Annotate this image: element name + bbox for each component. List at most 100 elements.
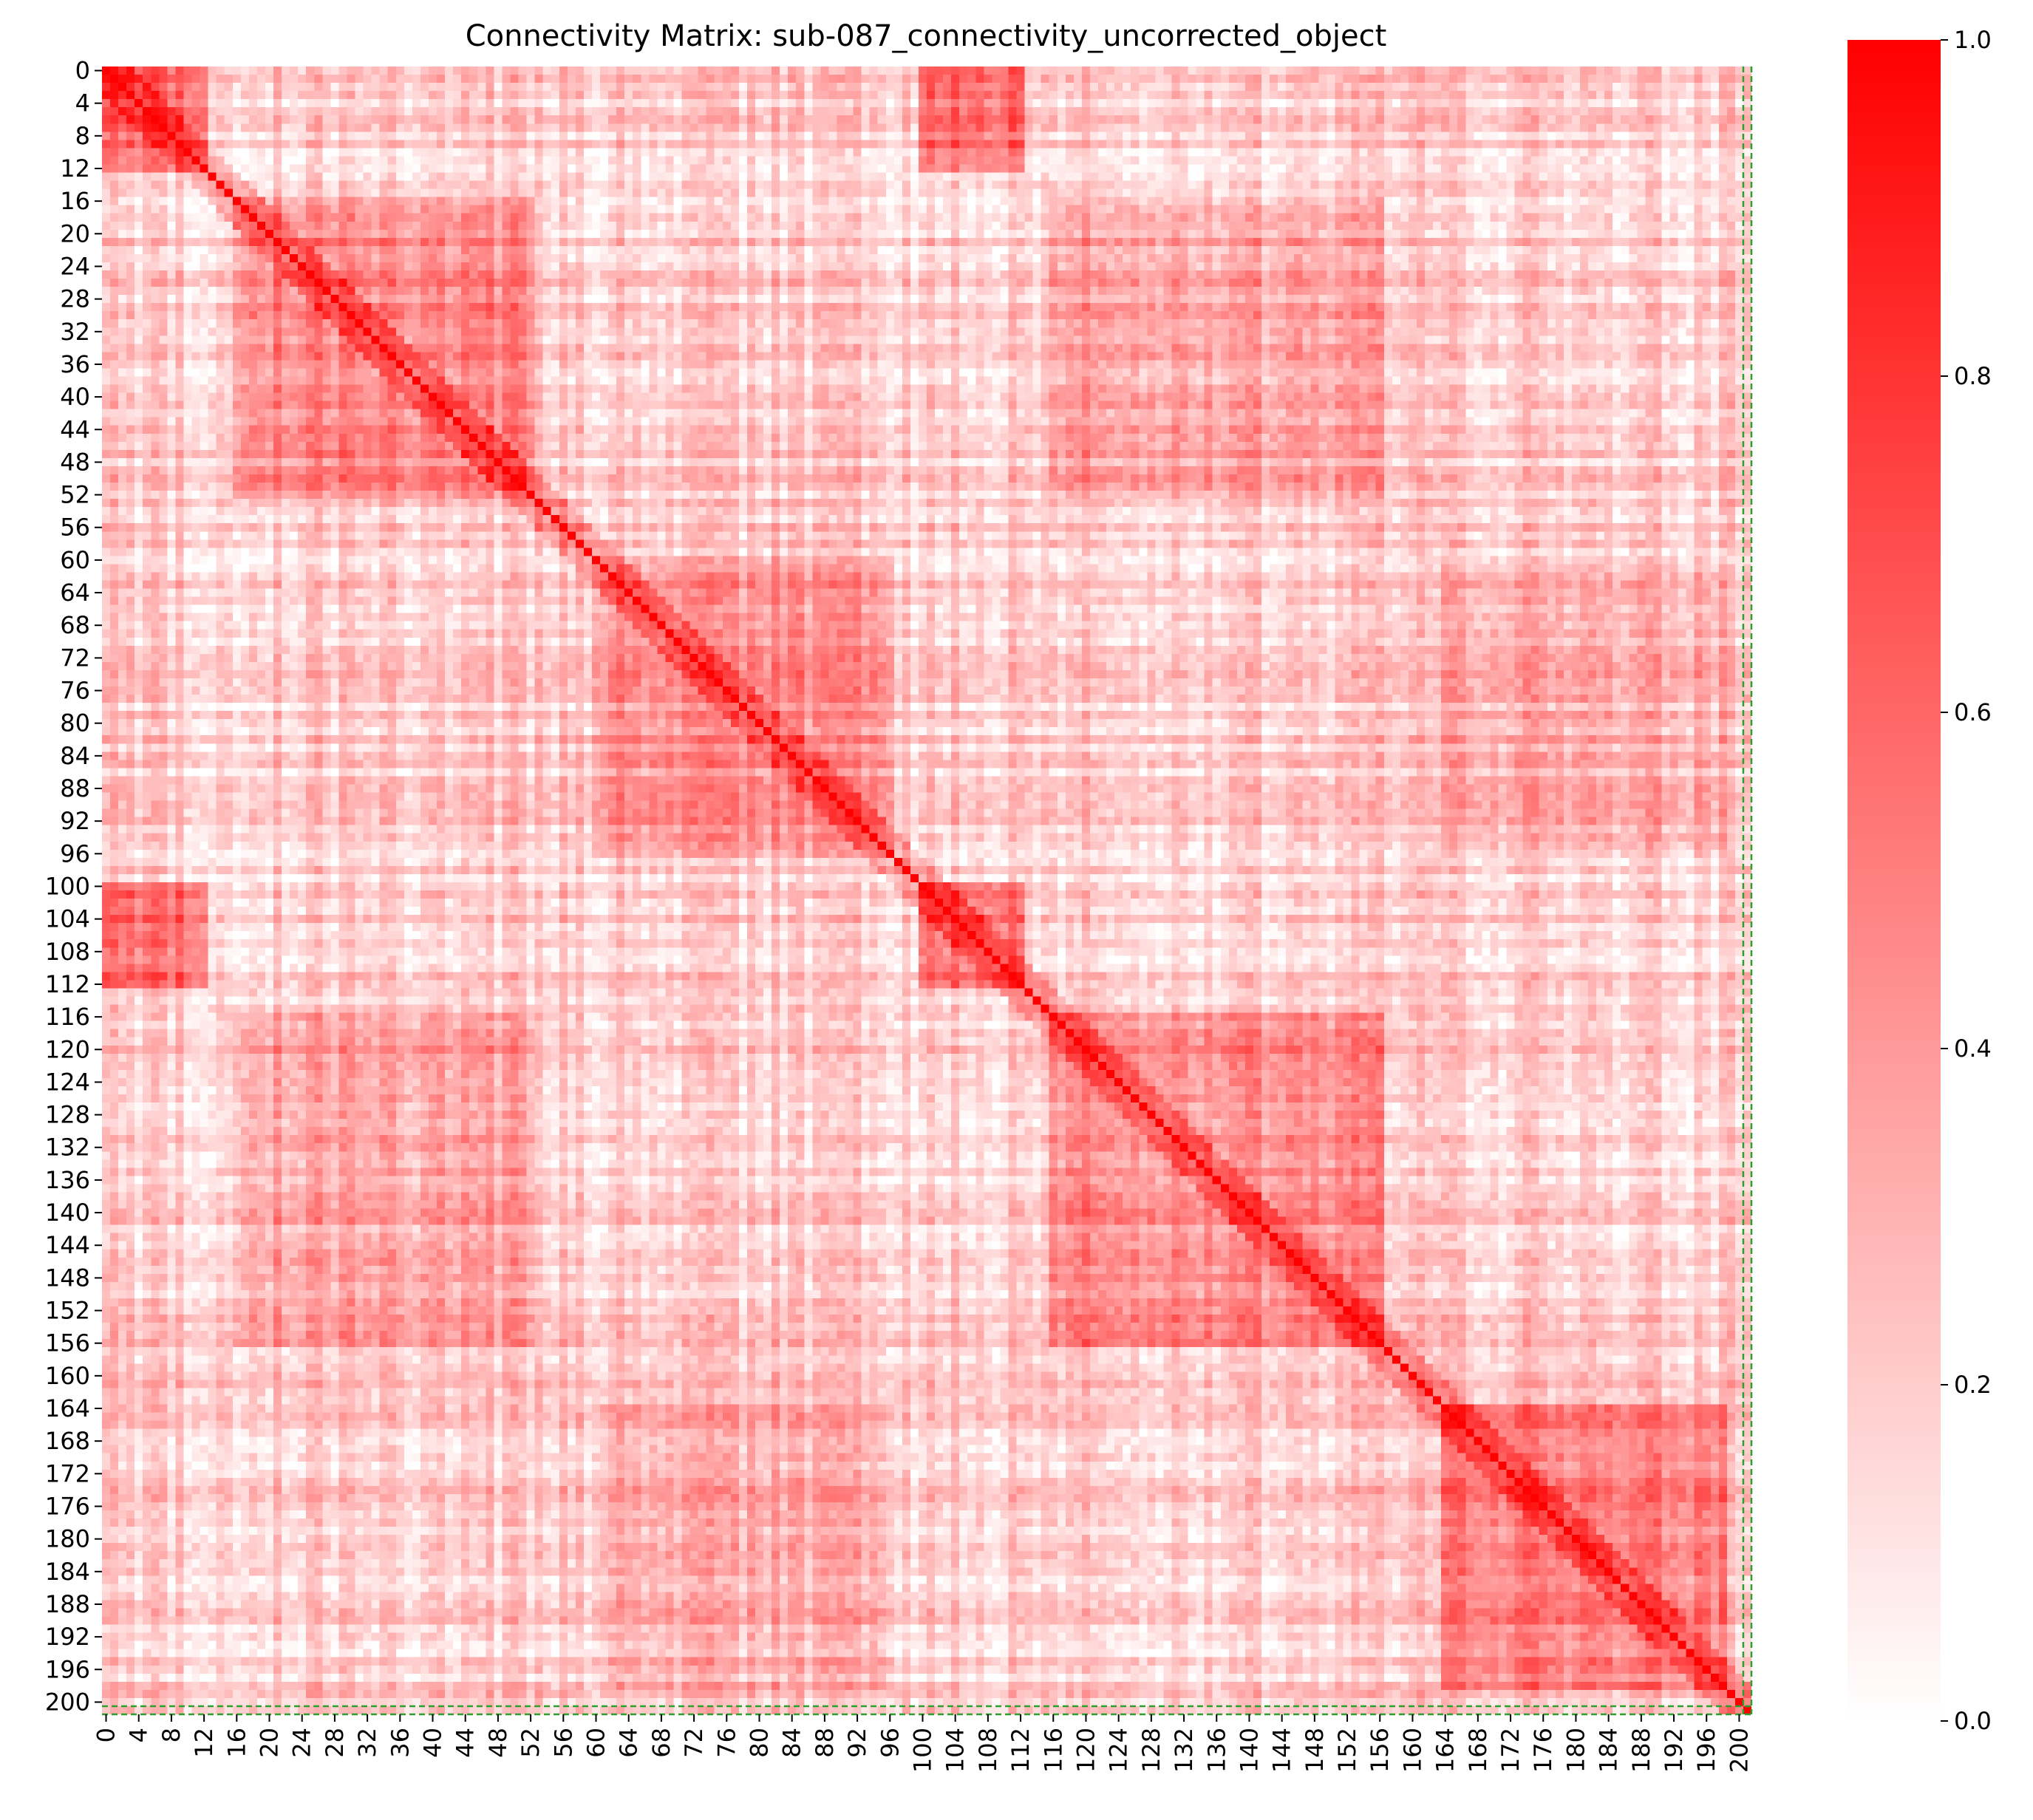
highlight-region (102, 67, 1753, 1716)
y-tick-label: 32 (60, 318, 90, 346)
y-tick-label: 180 (45, 1525, 90, 1553)
y-tick-label: 68 (60, 611, 90, 639)
y-tick-label: 8 (75, 122, 90, 150)
x-tick-label: 140 (1235, 1728, 1263, 1773)
y-tick-label: 92 (60, 807, 90, 835)
heatmap-image (102, 67, 1751, 1714)
colorbar-tick-label: 0.8 (1954, 362, 1992, 390)
colorbar-ticks: 0.0 0.2 0.4 0.6 0.8 1.0 (1941, 26, 1992, 1735)
x-tick-label: 100 (908, 1728, 936, 1773)
colorbar (1848, 40, 1941, 1721)
y-tick-label: 28 (60, 285, 90, 313)
y-tick-label: 0 (75, 57, 90, 85)
y-tick-label: 48 (60, 448, 90, 476)
y-tick-label: 164 (45, 1394, 90, 1422)
y-tick-label: 136 (45, 1166, 90, 1194)
y-tick-label: 104 (45, 905, 90, 933)
x-tick-label: 84 (778, 1728, 806, 1758)
y-tick-label: 108 (45, 938, 90, 966)
y-tick-label: 60 (60, 546, 90, 574)
y-tick-label: 24 (60, 252, 90, 280)
x-tick-label: 24 (288, 1728, 316, 1758)
y-tick-label: 184 (45, 1558, 90, 1586)
x-tick-label: 68 (647, 1728, 675, 1758)
colorbar-tick-label: 0.0 (1954, 1707, 1992, 1735)
x-tick-label: 180 (1562, 1728, 1590, 1773)
x-tick-label: 144 (1268, 1728, 1296, 1773)
x-tick-label: 64 (615, 1728, 643, 1758)
y-tick-label: 192 (45, 1623, 90, 1651)
x-tick-label: 116 (1039, 1728, 1067, 1773)
y-tick-label: 4 (75, 89, 90, 117)
y-tick-label: 128 (45, 1101, 90, 1129)
x-tick-label: 52 (517, 1728, 545, 1758)
y-tick-label: 52 (60, 481, 90, 509)
x-tick-label: 12 (190, 1728, 218, 1758)
x-tick-label: 128 (1137, 1728, 1165, 1773)
y-tick-label: 80 (60, 709, 90, 737)
x-tick-label: 160 (1398, 1728, 1426, 1773)
colorbar-tick-label: 0.6 (1954, 698, 1992, 726)
y-tick-label: 144 (45, 1231, 90, 1259)
y-tick-label: 56 (60, 514, 90, 542)
y-tick-label: 172 (45, 1459, 90, 1487)
y-tick-label: 200 (45, 1688, 90, 1716)
y-tick-label: 16 (60, 187, 90, 215)
chart-title: Connectivity Matrix: sub-087_connectivit… (466, 19, 1387, 53)
x-tick-label: 108 (974, 1728, 1002, 1773)
y-tick-label: 20 (60, 219, 90, 248)
x-tick-label: 104 (941, 1728, 970, 1773)
x-tick-label: 88 (811, 1728, 839, 1758)
x-tick-label: 148 (1301, 1728, 1329, 1773)
y-tick-label: 120 (45, 1035, 90, 1063)
y-tick-label: 88 (60, 774, 90, 802)
y-tick-label: 116 (45, 1003, 90, 1031)
y-axis-ticks: 0481216202428323640444852566064687276808… (45, 57, 102, 1716)
x-tick-label: 156 (1366, 1728, 1394, 1773)
x-tick-label: 80 (745, 1728, 773, 1758)
y-tick-label: 40 (60, 383, 90, 411)
x-tick-label: 0 (92, 1728, 120, 1742)
y-tick-label: 176 (45, 1492, 90, 1520)
x-tick-label: 92 (843, 1728, 871, 1758)
x-tick-label: 176 (1529, 1728, 1557, 1773)
colorbar-tick-label: 0.2 (1954, 1371, 1992, 1399)
y-tick-label: 160 (45, 1362, 90, 1390)
x-tick-label: 172 (1496, 1728, 1525, 1773)
y-tick-label: 132 (45, 1134, 90, 1162)
x-axis-ticks: 0 4 8 12 16 20 24 28 32 36 40 44 48 52 56 60 64 68 72 76 80 8… (92, 1714, 1753, 1773)
y-tick-label: 72 (60, 644, 90, 672)
y-tick-label: 140 (45, 1199, 90, 1227)
y-tick-label: 64 (60, 579, 90, 607)
y-tick-label: 84 (60, 742, 90, 770)
y-tick-label: 124 (45, 1068, 90, 1096)
x-tick-label: 188 (1627, 1728, 1655, 1773)
x-tick-label: 16 (222, 1728, 251, 1758)
x-tick-label: 168 (1464, 1728, 1492, 1773)
x-tick-label: 76 (712, 1728, 740, 1758)
x-tick-label: 60 (582, 1728, 610, 1758)
y-tick-label: 152 (45, 1297, 90, 1325)
x-tick-label: 72 (680, 1728, 708, 1758)
x-tick-label: 196 (1692, 1728, 1720, 1773)
x-tick-label: 44 (452, 1728, 480, 1758)
x-tick-label: 8 (157, 1728, 185, 1742)
y-tick-label: 112 (45, 970, 90, 998)
x-tick-label: 200 (1725, 1728, 1753, 1773)
colorbar-tick-label: 1.0 (1954, 26, 1992, 54)
x-tick-label: 184 (1595, 1728, 1623, 1773)
x-tick-label: 152 (1333, 1728, 1361, 1773)
x-tick-label: 96 (876, 1728, 904, 1758)
x-tick-label: 192 (1660, 1728, 1688, 1773)
x-tick-label: 164 (1431, 1728, 1460, 1773)
x-tick-label: 40 (419, 1728, 447, 1758)
y-tick-label: 36 (60, 350, 90, 378)
x-tick-label: 20 (256, 1728, 284, 1758)
y-tick-label: 100 (45, 872, 90, 900)
y-tick-label: 76 (60, 677, 90, 705)
y-tick-label: 12 (60, 154, 90, 183)
x-tick-label: 4 (125, 1728, 153, 1742)
y-tick-label: 156 (45, 1329, 90, 1357)
x-tick-label: 112 (1007, 1728, 1035, 1773)
